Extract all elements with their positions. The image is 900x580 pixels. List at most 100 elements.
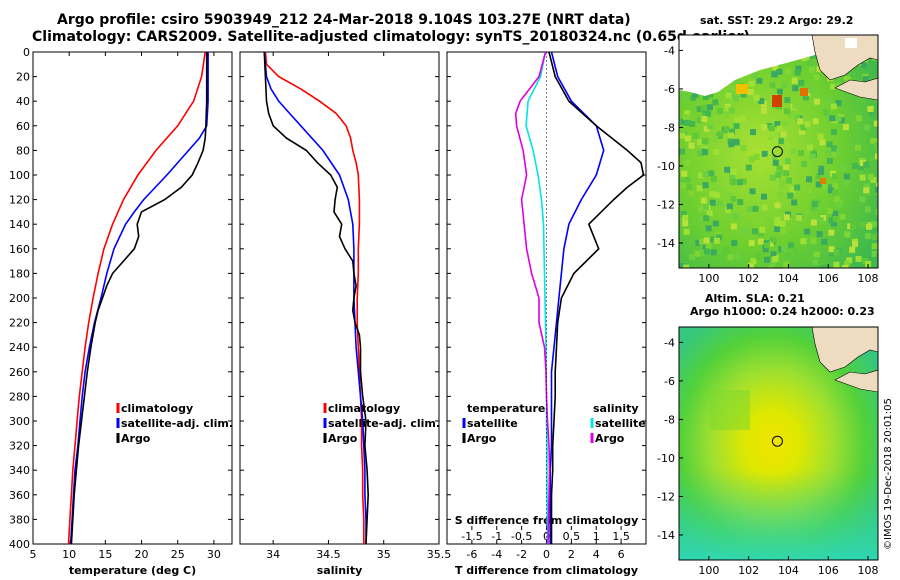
sst-pixel: [855, 255, 862, 262]
sst-pixel: [859, 221, 866, 228]
sst-pixel: [734, 253, 741, 259]
sst-pixel: [769, 174, 776, 181]
sst-pixel: [821, 238, 828, 245]
depth-tick-label: 180: [9, 267, 30, 280]
sst-pixel: [733, 138, 740, 145]
sst-pixel: [758, 98, 765, 105]
sst-pixel: [843, 179, 850, 186]
series-climatology: [264, 52, 365, 544]
sst-pixel: [844, 260, 850, 267]
series-argo: [263, 52, 370, 544]
legend-temperature-satellite: satellite: [467, 417, 518, 430]
sst-pixel: [869, 110, 876, 117]
sst-pixel: [875, 186, 878, 193]
sst-pixel: [871, 71, 878, 78]
temperature-xtick-label: 20: [135, 548, 149, 561]
sst-pixel: [815, 173, 822, 180]
sst-pixel: [817, 217, 824, 224]
map-xtick-label: 108: [858, 564, 879, 577]
sst-pixel: [696, 117, 703, 124]
map-ytick-label: -12: [657, 198, 675, 211]
sst-pixel: [784, 108, 790, 115]
sst-pixel: [779, 221, 786, 227]
sst-pixel: [830, 129, 837, 136]
salinity-legend-2: Argo: [328, 432, 358, 445]
sst-pixel: [814, 98, 821, 105]
sst-pixel: [794, 69, 801, 76]
sst-pixel: [710, 249, 717, 256]
sst-pixel: [831, 149, 838, 156]
map-ytick-label: -4: [664, 44, 675, 57]
sst-pixel: [707, 123, 714, 129]
sst-pixel: [871, 221, 878, 228]
sst-pixel: [772, 159, 779, 166]
sst-pixel: [787, 192, 794, 199]
sst-pixel: [748, 156, 755, 163]
sst-pixel: [753, 154, 760, 160]
sst-pixel: [863, 161, 870, 168]
sst-pixel: [741, 228, 748, 235]
sst-pixel: [864, 183, 871, 190]
sst-pixel: [875, 146, 878, 153]
figure-title-line1: Argo profile: csiro 5903949_212 24-Mar-2…: [57, 12, 631, 28]
sst-pixel: [826, 157, 833, 164]
sst-pixel: [768, 125, 775, 132]
sst-pixel: [701, 116, 708, 122]
sst-pixel: [690, 94, 697, 101]
sst-pixel: [728, 132, 734, 139]
sst-pixel: [835, 100, 842, 106]
difference-panel: -6 -4 -2 0 2 4 6-1.5 -1 -0.5 0 0.5 1 1.5S difference…: [446, 51, 647, 577]
sst-pixel: [808, 87, 815, 94]
sst-pixel: [772, 64, 779, 71]
sst-pixel: [683, 110, 690, 117]
sst-pixel: [759, 226, 766, 233]
sst-pixel: [679, 263, 686, 268]
sst-pixel: [809, 153, 816, 160]
sst-pixel: [736, 179, 743, 186]
sst-pixel: [704, 110, 711, 117]
S-xtick-label: 0.5: [563, 530, 581, 543]
sst-pixel: [749, 188, 756, 195]
sst-pixel: [874, 142, 878, 149]
sst-pixel: [709, 236, 716, 243]
sst-pixel: [859, 160, 866, 166]
S-xtick-label: -0.5: [511, 530, 532, 543]
sst-pixel: [833, 249, 840, 256]
sst-pixel: [851, 187, 858, 194]
sst-pixel: [862, 76, 869, 83]
sst-pixel: [725, 191, 732, 198]
sst-pixel: [819, 139, 826, 146]
sst-pixel: [692, 91, 699, 98]
sst-pixel: [724, 166, 731, 173]
sst-pixel: [877, 38, 878, 45]
sst-pixel: [871, 243, 878, 250]
sst-pixel: [680, 182, 687, 189]
sst-pixel: [863, 187, 870, 194]
sst-pixel: [835, 201, 842, 208]
figure-title-line2: Climatology: CARS2009. Satellite-adjuste…: [32, 29, 750, 45]
sst-pixel: [861, 62, 868, 69]
sst-pixel: [768, 265, 775, 268]
java-land: [834, 77, 878, 101]
sst-pixel: [843, 173, 850, 180]
sst-pixel: [870, 138, 877, 144]
S-xtick-label: -1.5: [461, 530, 482, 543]
sst-pixel: [681, 170, 688, 177]
T-xtick-label: -2: [516, 548, 527, 561]
sst-pixel: [807, 253, 813, 260]
sst-pixel: [725, 207, 732, 214]
sst-pixel: [750, 258, 757, 265]
sst-pixel: [781, 245, 788, 252]
sst-pixel: [748, 240, 755, 247]
java-land-2: [834, 369, 878, 393]
map-xtick-label: 104: [778, 564, 799, 577]
sst-pixel: [731, 240, 738, 247]
sst-pixel: [804, 228, 811, 235]
sst-pixel: [772, 137, 779, 144]
sst-pixel: [825, 149, 832, 156]
sst-pixel: [679, 148, 685, 155]
sst-pixel: [828, 229, 835, 236]
sst-pixel: [810, 237, 817, 244]
S-xtick-label: 1.5: [612, 530, 630, 543]
sst-pixel: [871, 251, 878, 257]
